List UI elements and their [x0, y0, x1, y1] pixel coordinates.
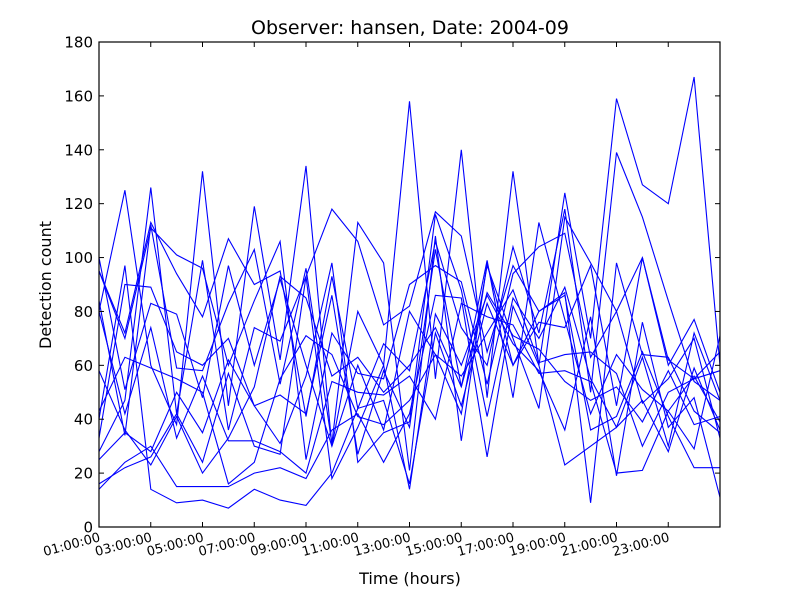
y-tick-label: 120: [64, 195, 93, 213]
series-line-9: [98, 276, 721, 498]
y-tick-label: 100: [64, 249, 93, 267]
series-line-1: [98, 76, 721, 447]
series-line-10: [98, 265, 720, 509]
y-tick-label: 60: [74, 357, 93, 375]
series-line-2: [98, 152, 721, 417]
series-line-6: [98, 215, 721, 449]
y-tick-label: 160: [64, 87, 93, 105]
series-line-12: [98, 302, 721, 475]
series-line-7: [98, 222, 721, 455]
y-tick-label: 0: [83, 519, 93, 537]
y-tick-label: 140: [64, 141, 93, 159]
series-line-14: [98, 294, 721, 490]
series-line-13: [98, 288, 721, 485]
y-axis: 0 20 40 60 80 100 120 140 160 180: [64, 34, 720, 537]
y-axis-label: Detection count: [36, 221, 55, 349]
y-tick-label: 180: [64, 34, 93, 52]
series-line-11: [98, 275, 721, 475]
y-tick-label: 80: [74, 303, 93, 321]
x-axis-label: Time (hours): [358, 569, 461, 588]
series-line-4: [98, 220, 721, 471]
series-line-3: [98, 187, 721, 503]
series-layer: [98, 76, 721, 509]
chart-title: Observer: hansen, Date: 2004-09: [251, 17, 569, 39]
y-tick-label: 40: [74, 411, 93, 429]
y-tick-label: 20: [74, 465, 93, 483]
